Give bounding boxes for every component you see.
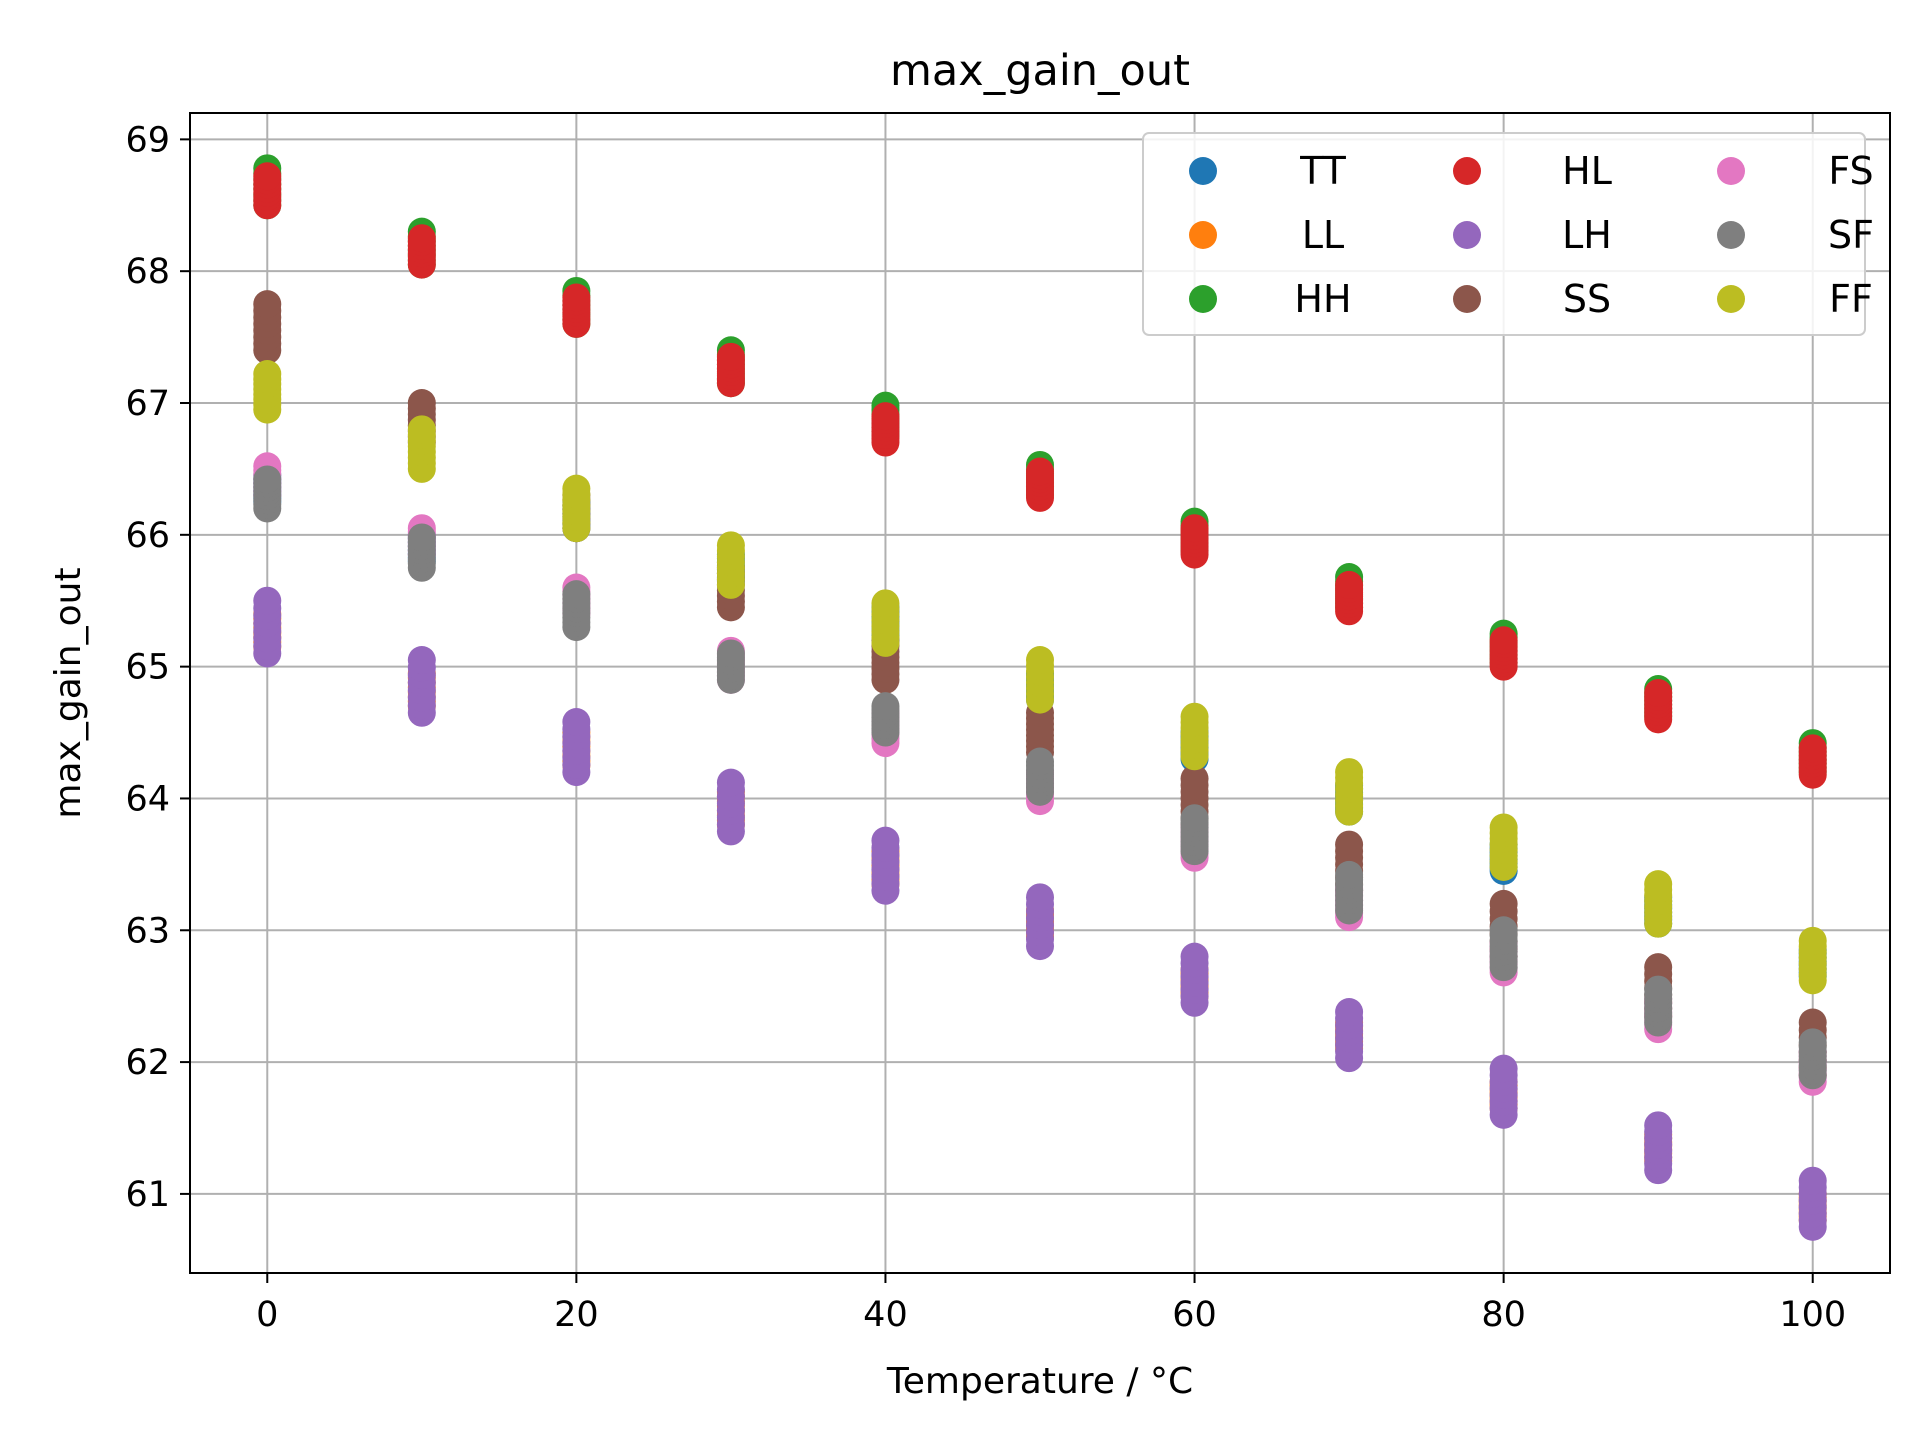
x-tick-label: 80 <box>1481 1295 1526 1335</box>
y-tick-label: 68 <box>125 252 170 292</box>
data-point <box>1489 1054 1518 1083</box>
data-point <box>1644 870 1673 899</box>
legend-label: FS <box>1828 149 1873 193</box>
data-point <box>1489 916 1518 945</box>
legend-box <box>1142 132 1866 336</box>
data-point <box>1180 514 1209 543</box>
series-lh <box>253 586 1827 1241</box>
x-tick-label: 0 <box>256 1295 278 1335</box>
legend-label: SS <box>1563 277 1611 321</box>
data-point <box>1180 702 1209 731</box>
legend-marker <box>1189 285 1217 313</box>
data-point <box>871 589 900 618</box>
data-point <box>407 389 436 417</box>
series-sf <box>253 465 1827 1090</box>
data-point <box>562 283 591 312</box>
data-point <box>1335 830 1364 859</box>
data-point <box>1180 804 1209 833</box>
data-point <box>253 290 282 319</box>
y-tick-label: 66 <box>125 516 170 556</box>
data-point <box>871 692 900 721</box>
axis-ticks: 0 20 40 60 80 100 61 62 63 64 65 66 67 68 69 <box>125 120 1846 1335</box>
data-point <box>1335 758 1364 787</box>
legend-label: TT <box>1299 149 1347 193</box>
data-point <box>1644 679 1673 707</box>
legend-marker <box>1717 285 1745 313</box>
legend-label: FF <box>1829 277 1873 321</box>
legend-marker <box>1189 221 1217 249</box>
y-tick-label: 67 <box>125 384 170 424</box>
x-tick-label: 20 <box>554 1295 599 1335</box>
data-point <box>716 639 745 668</box>
data-point <box>1644 1111 1673 1140</box>
y-axis-label: max_gain_out <box>48 567 89 818</box>
series-hl <box>253 162 1827 789</box>
legend-marker <box>1717 221 1745 249</box>
x-axis-label: Temperature / °C <box>886 1361 1193 1402</box>
data-point <box>1644 953 1673 982</box>
data-point <box>1798 926 1827 955</box>
data-point <box>716 531 745 560</box>
y-tick-label: 62 <box>125 1043 170 1083</box>
legend-marker <box>1453 221 1481 249</box>
data-point <box>253 360 282 388</box>
y-tick-label: 69 <box>125 120 170 160</box>
data-point <box>716 342 745 371</box>
legend: TT LL HH HL LH SS FS SF FF <box>1142 132 1874 336</box>
data-point <box>1798 1166 1827 1195</box>
chart-title: max_gain_out <box>890 46 1190 96</box>
data-point <box>1489 889 1518 918</box>
legend-marker <box>1453 157 1481 185</box>
x-tick-label: 60 <box>1172 1295 1217 1335</box>
data-point <box>1798 1028 1827 1057</box>
data-point <box>871 826 900 855</box>
data-point <box>407 224 436 253</box>
y-tick-label: 64 <box>125 779 170 819</box>
y-tick-label: 65 <box>125 648 170 688</box>
data-point <box>1798 1008 1827 1037</box>
data-point <box>1335 860 1364 889</box>
data-point <box>1026 747 1054 776</box>
data-point <box>716 768 745 797</box>
data-point <box>1335 570 1364 599</box>
legend-label: HL <box>1562 149 1612 193</box>
data-point <box>407 646 436 675</box>
data-point <box>562 474 591 503</box>
data-point <box>562 580 591 609</box>
legend-label: LL <box>1302 213 1344 257</box>
data-point <box>1798 734 1827 763</box>
legend-marker <box>1453 285 1481 313</box>
data-point <box>1180 942 1209 971</box>
legend-label: SF <box>1828 213 1874 257</box>
legend-marker <box>1189 157 1217 185</box>
x-tick-label: 100 <box>1779 1295 1846 1335</box>
data-points <box>253 154 1827 1241</box>
legend-marker <box>1717 157 1745 185</box>
series-ff <box>253 360 1827 995</box>
data-point <box>253 586 282 615</box>
legend-label: HH <box>1294 277 1351 321</box>
data-point <box>871 402 900 431</box>
data-point <box>253 465 282 494</box>
data-point <box>253 162 282 191</box>
data-point <box>1489 626 1518 655</box>
data-point <box>1026 457 1054 486</box>
legend-label: LH <box>1562 213 1612 257</box>
data-point <box>562 708 591 736</box>
x-tick-label: 40 <box>863 1295 908 1335</box>
data-point <box>1335 998 1364 1026</box>
y-tick-label: 63 <box>125 911 170 951</box>
data-point <box>1180 764 1209 793</box>
data-point <box>407 415 436 444</box>
data-point <box>1026 646 1054 675</box>
y-tick-label: 61 <box>125 1175 170 1215</box>
data-point <box>1644 975 1673 1004</box>
data-point <box>407 523 436 552</box>
plot-frame <box>189 112 1891 1274</box>
data-point <box>1489 813 1518 842</box>
data-point <box>1026 883 1054 912</box>
